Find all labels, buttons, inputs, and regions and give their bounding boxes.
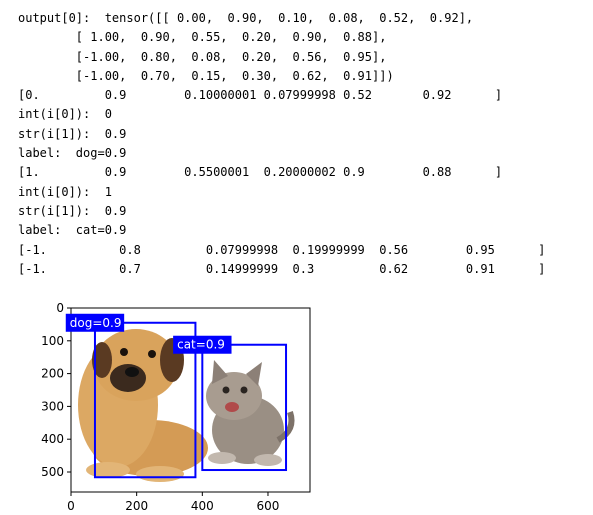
y-tick-label: 300 xyxy=(41,399,64,413)
box-label: dog=0.9 xyxy=(70,316,122,330)
y-tick-label: 500 xyxy=(41,465,64,479)
photo-puppy-kitten xyxy=(71,308,310,492)
bounding-box xyxy=(93,321,197,479)
bounding-box xyxy=(201,343,288,472)
y-axis: 0 100 200 300 400 500 xyxy=(41,301,71,479)
x-tick-label: 200 xyxy=(125,499,148,513)
box-label-background xyxy=(65,313,125,332)
y-tick-label: 400 xyxy=(41,432,64,446)
x-tick-label: 400 xyxy=(191,499,214,513)
box-label-background xyxy=(173,335,232,354)
x-tick-label: 600 xyxy=(257,499,280,513)
box-label: cat=0.9 xyxy=(177,338,225,352)
y-tick-label: 200 xyxy=(41,367,64,381)
axes-frame xyxy=(70,307,311,493)
y-tick-label: 0 xyxy=(56,301,64,315)
bounding-boxes: dog=0.9 cat=0.9 xyxy=(65,313,288,479)
y-tick-label: 100 xyxy=(41,334,64,348)
kitten-illustration xyxy=(206,360,295,466)
x-tick-label: 0 xyxy=(67,499,75,513)
cell-output-text: output[0]: tensor([[ 0.00, 0.90, 0.10, 0… xyxy=(18,11,546,276)
x-axis: 0 200 400 600 xyxy=(67,492,279,513)
